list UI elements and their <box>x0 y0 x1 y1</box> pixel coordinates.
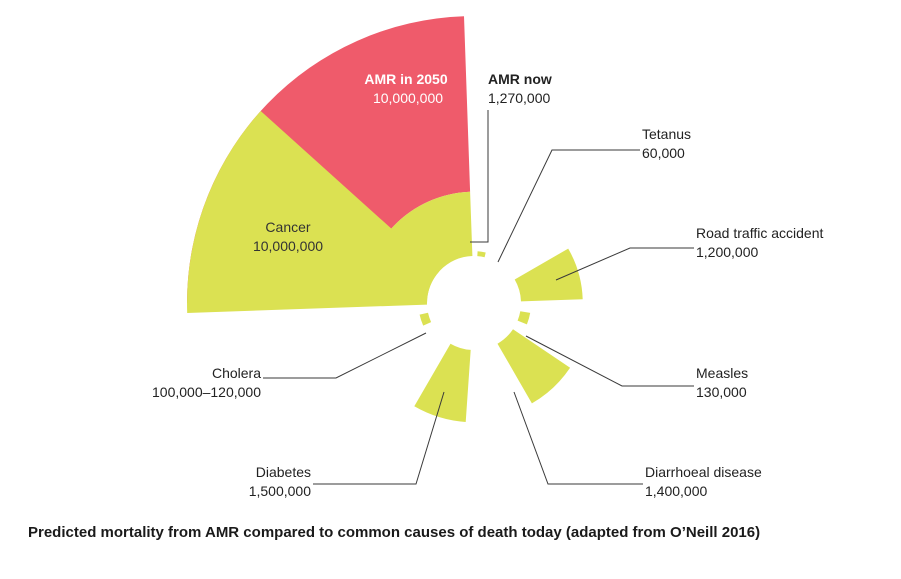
slice-measles <box>517 311 531 325</box>
label-road-value: 1,200,000 <box>696 244 758 260</box>
label-amr-now-value: 1,270,000 <box>488 90 550 106</box>
chart-slices <box>187 16 583 422</box>
label-tetanus-value: 60,000 <box>642 145 685 161</box>
label-cholera-value: 100,000–120,000 <box>152 384 261 400</box>
label-cancer-value: 10,000,000 <box>253 238 323 254</box>
slice-tetanus <box>477 251 486 258</box>
slice-cancer <box>187 111 440 313</box>
slice-diabetes <box>414 343 471 422</box>
leader-amr-now <box>470 110 489 243</box>
label-amr-2050-name: AMR in 2050 <box>364 71 447 87</box>
slice-diarrhoeal-disease <box>497 329 571 404</box>
leader-lines <box>263 110 694 485</box>
leader-cholera <box>263 332 427 379</box>
leader-diarrhoeal <box>513 391 643 485</box>
leader-measles <box>525 335 694 387</box>
label-diarrhoeal-value: 1,400,000 <box>645 483 707 499</box>
slice-road-traffic-accident <box>514 248 583 302</box>
slice-cholera <box>419 312 432 326</box>
label-cholera-name: Cholera <box>212 365 261 381</box>
label-cancer-name: Cancer <box>265 219 310 235</box>
figure-caption: Predicted mortality from AMR compared to… <box>28 524 761 541</box>
label-amr-now-name: AMR now <box>488 71 552 87</box>
leader-road <box>555 247 694 281</box>
slice-labels: AMR in 2050 10,000,000 AMR now 1,270,000… <box>152 71 823 499</box>
mortality-radial-chart: AMR in 2050 10,000,000 AMR now 1,270,000… <box>152 16 823 499</box>
label-measles-value: 130,000 <box>696 384 747 400</box>
label-diabetes-name: Diabetes <box>256 464 311 480</box>
label-measles-name: Measles <box>696 365 748 381</box>
label-diarrhoeal-name: Diarrhoeal disease <box>645 464 762 480</box>
leader-diabetes <box>313 391 445 485</box>
label-road-name: Road traffic accident <box>696 225 823 241</box>
label-amr-2050-value: 10,000,000 <box>373 90 443 106</box>
leader-tetanus <box>497 149 640 263</box>
label-tetanus-name: Tetanus <box>642 126 691 142</box>
label-diabetes-value: 1,500,000 <box>249 483 311 499</box>
